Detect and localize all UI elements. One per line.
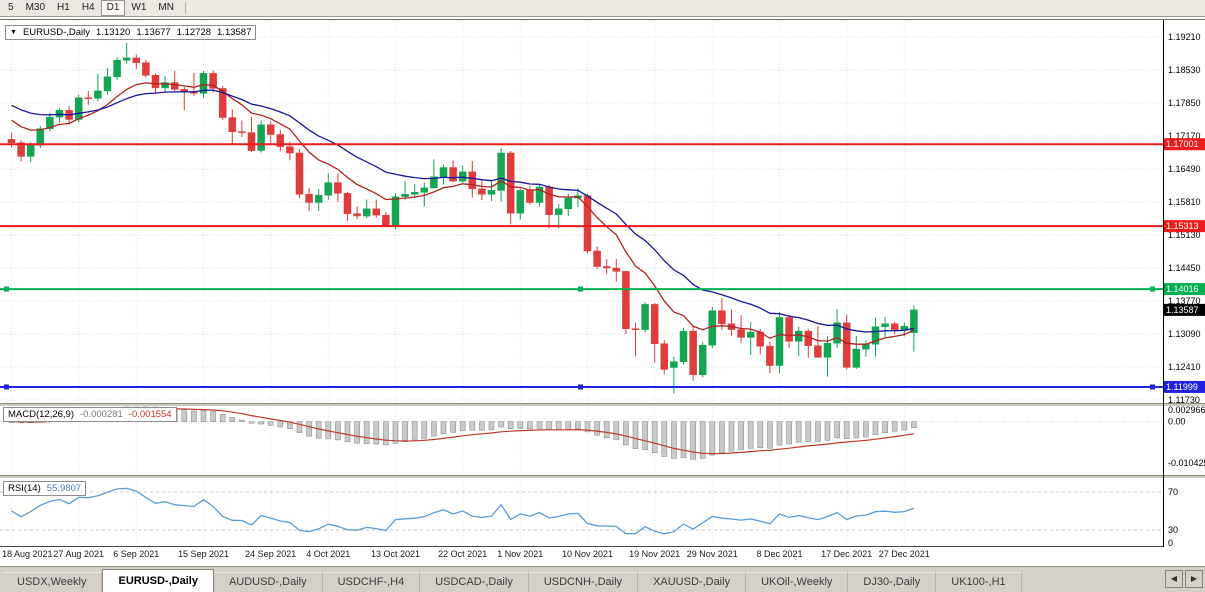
timeframe-button-M30[interactable]: M30 [25, 2, 46, 13]
ohlc-high: 1.13677 [136, 27, 171, 38]
date-axis-label: 24 Sep 2021 [245, 549, 296, 559]
chart-tab-usdchf-h4[interactable]: USDCHF-,H4 [322, 572, 421, 592]
price-marker-label: 1.17001 [1166, 139, 1199, 149]
date-axis-label: 19 Nov 2021 [629, 549, 680, 559]
chart-tab-uk100-h1[interactable]: UK100-,H1 [936, 572, 1022, 592]
chart-tabs: USDX,Weekly EURUSD-,Daily AUDUSD-,Daily USD… [0, 567, 1205, 592]
ma-fast-line [11, 82, 915, 345]
chart-tab-audusd-daily[interactable]: AUDUSD-,Daily [213, 572, 323, 592]
price-axis-label: 1.14450 [1168, 263, 1201, 273]
rsi-axis-label: 0 [1168, 538, 1173, 548]
chart-tab-usdcnh-daily[interactable]: USDCNH-,Daily [528, 572, 639, 592]
timeframe-button-W1[interactable]: W1 [131, 2, 147, 13]
date-axis-label: 17 Dec 2021 [821, 549, 872, 559]
ohlc-low: 1.12728 [176, 27, 212, 38]
macd-main-value: -0.000281 [80, 409, 123, 420]
chart-area[interactable]: 1.19210 1.18530 1.17850 1.17170 1.16490 1.158… [0, 17, 1205, 566]
chart-tab-bar: USDX,Weekly EURUSD-,Daily AUDUSD-,Daily USD… [0, 566, 1205, 592]
date-axis-label: 22 Oct 2021 [438, 549, 487, 559]
date-axis-label: 4 Oct 2021 [306, 549, 350, 559]
timeframe-button-D1[interactable]: D1 [100, 0, 126, 16]
price-marker [1164, 220, 1205, 233]
price-axis-label: 1.15130 [1168, 230, 1201, 240]
rsi-axis-label: 70 [1168, 487, 1178, 497]
price-axis-label: 1.19210 [1168, 32, 1201, 42]
macd-axis-label: 0.002966 [1168, 405, 1205, 415]
ohlc-open: 1.13120 [95, 27, 131, 38]
rsi-panel [0, 487, 1163, 535]
price-axis-label: 1.17850 [1168, 98, 1201, 108]
price-marker [1164, 380, 1205, 393]
timeframe-button-5[interactable]: 5 [8, 2, 14, 13]
chart-tab-dj30-daily[interactable]: DJ30-,Daily [848, 572, 937, 592]
date-axis-label: 13 Oct 2021 [371, 549, 420, 559]
axis-labels: 1.19210 1.18530 1.17850 1.17170 1.16490 1.158… [2, 32, 1205, 559]
macd-name: MACD(12,26,9) [8, 409, 74, 420]
tab-scroll-right-icon[interactable]: ▶ [1185, 570, 1203, 588]
price-axis-label: 1.16490 [1168, 164, 1201, 174]
date-axis-label: 6 Sep 2021 [113, 549, 159, 559]
macd-axis-label: 0.00 [1168, 417, 1186, 427]
tab-scroll-left-icon[interactable]: ◀ [1165, 570, 1183, 588]
macd-indicator-label: MACD(12,26,9) -0.000281 -0.001554 [3, 407, 177, 422]
price-axis-label: 1.11730 [1168, 395, 1200, 405]
price-marker [1164, 283, 1205, 296]
date-axis-label: 15 Sep 2021 [178, 549, 229, 559]
chart-tab-usdcad-daily[interactable]: USDCAD-,Daily [420, 572, 529, 592]
date-axis-label: 27 Dec 2021 [879, 549, 930, 559]
price-axis-label: 1.15810 [1168, 197, 1201, 207]
price-marker [1164, 303, 1205, 316]
panel-frames [0, 19, 1205, 547]
chart-symbol-title: EURUSD-,Daily [22, 27, 90, 38]
date-axis-label: 1 Nov 2021 [497, 549, 543, 559]
timeframe-button-H4[interactable]: H4 [81, 2, 95, 13]
price-marker-label: 1.14016 [1166, 284, 1199, 294]
tab-scroll-controls: ◀ ▶ [1165, 570, 1203, 588]
timeframe-button-H1[interactable]: H1 [57, 2, 70, 13]
price-axis-label: 1.13770 [1168, 296, 1201, 306]
timeframe-toolbar: 5 M30 H1 H4 D1 W1 MN [0, 0, 1205, 17]
price-axis-label: 1.17170 [1168, 131, 1201, 141]
date-axis-label: 18 Aug 2021 [2, 549, 53, 559]
date-axis-label: 27 Aug 2021 [53, 549, 104, 559]
price-markers: 1.17001 1.15313 1.14016 1.11999 1.13587 [1164, 138, 1205, 393]
grid [0, 22, 1163, 544]
price-marker-label: 1.15313 [1166, 221, 1199, 231]
price-axis-label: 1.13090 [1168, 329, 1201, 339]
chart-tab-ukoil-weekly[interactable]: UKOil-,Weekly [746, 572, 849, 592]
price-marker-label: 1.11999 [1166, 382, 1198, 392]
ohlc-close: 1.13587 [217, 27, 252, 38]
symbol-info-box: ▼ EURUSD-,Daily 1.13120 1.13677 1.12728 … [5, 25, 257, 40]
horizontal-lines [0, 143, 1163, 390]
price-marker [1164, 138, 1205, 151]
macd-axis-label: -0.010425 [1168, 458, 1205, 468]
ma-slow-line [11, 89, 915, 333]
rsi-indicator-label: RSI(14) 55.9807 [3, 481, 87, 496]
price-marker-label: 1.13587 [1166, 305, 1199, 315]
chart-tab-eurusd-daily[interactable]: EURUSD-,Daily [102, 569, 214, 592]
rsi-value: 55.9807 [46, 483, 82, 494]
price-axis-label: 1.12410 [1168, 362, 1201, 372]
chart-dropdown-icon[interactable]: ▼ [10, 29, 17, 36]
chart-canvas: 1.19210 1.18530 1.17850 1.17170 1.16490 1.158… [0, 19, 1205, 559]
chart-tab-xauusd-daily[interactable]: XAUUSD-,Daily [638, 572, 747, 592]
rsi-axis-label: 30 [1168, 525, 1178, 535]
date-axis-label: 8 Dec 2021 [756, 549, 802, 559]
rsi-line [11, 487, 915, 535]
timeframe-button-MN[interactable]: MN [158, 2, 174, 13]
macd-signal-value: -0.001554 [128, 409, 172, 420]
chart-tab-usdx-weekly[interactable]: USDX,Weekly [2, 572, 103, 592]
moving-average-lines [11, 82, 915, 345]
price-axis-label: 1.18530 [1168, 65, 1201, 75]
rsi-name: RSI(14) [8, 483, 41, 494]
date-axis-label: 29 Nov 2021 [687, 549, 738, 559]
candlesticks [7, 42, 918, 394]
date-axis-label: 10 Nov 2021 [562, 549, 613, 559]
toolbar-divider [184, 2, 186, 14]
